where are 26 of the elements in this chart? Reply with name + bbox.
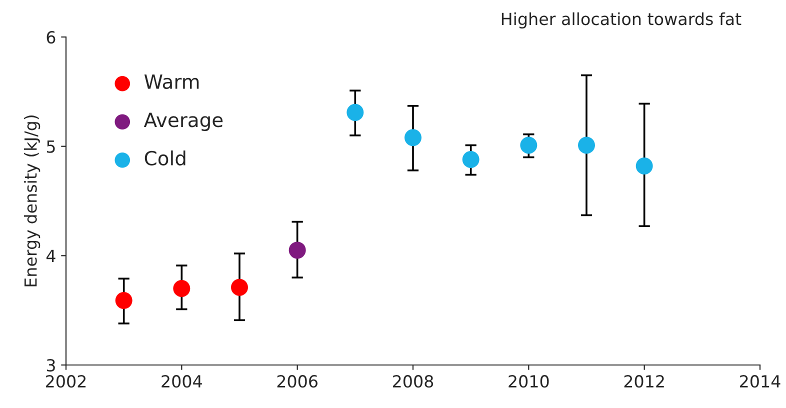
x-tick-label: 2006 [277, 375, 318, 388]
x-tick-label: 2004 [162, 375, 202, 388]
y-tick-label: 6 [46, 30, 56, 44]
legend-label: Warm [144, 74, 199, 89]
x-tick-label: 2010 [508, 375, 549, 388]
point [346, 104, 364, 121]
point [636, 158, 653, 175]
point [288, 242, 306, 259]
point [404, 129, 422, 146]
y-axis-title: Energy density (kJ/g) [24, 116, 40, 286]
x-tick-label: 2014 [740, 375, 780, 388]
point [462, 150, 480, 168]
y-tick-label: 3 [46, 358, 55, 372]
x-tick-label: 2002 [46, 375, 86, 388]
point [578, 136, 596, 154]
point [115, 292, 132, 309]
y-tick-label: 4 [46, 250, 56, 262]
y-tick-label: 5 [46, 140, 55, 153]
x-tick-label: 2012 [624, 375, 664, 388]
point [173, 280, 190, 297]
point [230, 278, 248, 296]
legend-label: Average [144, 112, 223, 132]
point [520, 136, 538, 154]
x-tick-label: 2008 [393, 375, 434, 388]
text: Higher allocation towards fat [502, 12, 742, 28]
legend-label: Cold [144, 150, 186, 166]
